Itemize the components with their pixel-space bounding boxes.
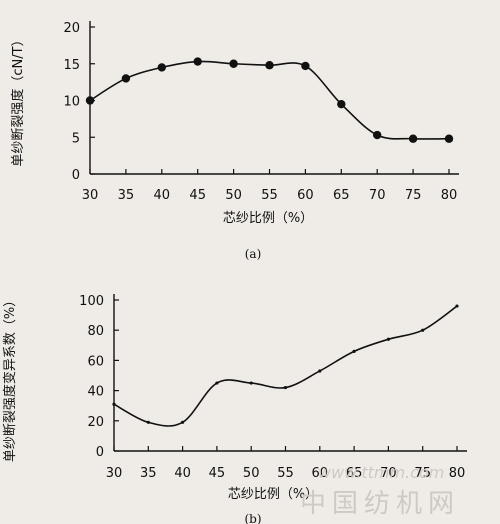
x-tick-label: 60 <box>297 188 314 203</box>
panel-label: (b) <box>244 512 261 524</box>
data-point <box>121 74 131 83</box>
y-tick-label: 20 <box>63 21 80 36</box>
data-point <box>181 420 185 424</box>
data-point <box>386 337 390 341</box>
data-point <box>283 385 288 390</box>
y-tick-label: 40 <box>87 385 104 400</box>
x-tick-label: 60 <box>312 466 329 481</box>
y-tick-label: 15 <box>63 58 80 73</box>
x-tick-label: 30 <box>82 188 99 203</box>
y-tick-label: 80 <box>87 324 104 339</box>
x-tick-label: 35 <box>140 466 157 481</box>
data-point <box>85 96 95 105</box>
y-tick-label: 5 <box>72 131 80 146</box>
data-point <box>373 130 382 140</box>
x-tick-label: 65 <box>333 188 350 203</box>
data-point <box>408 134 418 143</box>
watermark-site: 中国纺机网 <box>300 489 460 519</box>
data-point <box>301 61 310 71</box>
data-point <box>215 381 219 385</box>
x-tick-label: 40 <box>154 188 171 203</box>
y-tick-label: 10 <box>63 95 80 110</box>
chart-b: 0 20 40 60 80 100 30 35 40 45 50 55 60 65 70 75 80 芯纱比例（%… <box>2 294 467 524</box>
x-tick-label: 45 <box>209 466 226 481</box>
data-point <box>421 328 425 332</box>
x-tick-label: 80 <box>441 188 458 203</box>
x-axis-title: 芯纱比例（%） <box>223 211 313 226</box>
y-tick-label: 100 <box>79 294 104 309</box>
x-tick-label: 55 <box>261 188 278 203</box>
y-axis-title: 单纱断裂强度变异系数（%） <box>2 294 18 462</box>
x-tick-label: 70 <box>369 188 386 203</box>
y-tick-label: 20 <box>87 415 104 430</box>
watermark: www.ttmm.com 中国纺机网 <box>300 463 460 519</box>
x-tick-label: 55 <box>277 466 294 481</box>
data-point <box>318 369 322 373</box>
data-point <box>352 349 356 353</box>
x-tick-label: 80 <box>449 466 466 481</box>
data-point <box>444 134 454 143</box>
data-point <box>193 57 202 66</box>
chart-a: 0 5 10 15 20 30 35 40 45 50 55 60 65 70 75 80 芯纱比例（%） 单纱断… <box>10 21 459 261</box>
data-point <box>455 304 459 308</box>
data-point <box>157 63 166 72</box>
data-point <box>265 61 274 70</box>
data-point <box>146 420 150 424</box>
watermark-url: www.ttmm.com <box>318 463 444 482</box>
x-tick-label: 70 <box>380 466 397 481</box>
y-tick-label: 0 <box>72 168 80 183</box>
data-point <box>112 402 116 406</box>
x-tick-label: 45 <box>189 188 206 203</box>
data-point <box>337 99 346 109</box>
x-tick-label: 40 <box>174 466 191 481</box>
y-tick-label: 0 <box>96 445 104 460</box>
panel-label: (a) <box>245 247 262 261</box>
x-tick-label: 65 <box>346 466 363 481</box>
data-point <box>229 59 238 68</box>
y-tick-label: 60 <box>87 354 104 369</box>
data-point <box>249 381 253 385</box>
x-tick-label: 50 <box>243 466 260 481</box>
x-axis-title: 芯纱比例（%） <box>228 487 318 502</box>
x-tick-label: 75 <box>414 466 431 481</box>
x-tick-label: 75 <box>405 188 422 203</box>
x-tick-label: 35 <box>118 188 135 203</box>
y-axis-title: 单纱断裂强度（cN/T） <box>10 33 26 166</box>
x-tick-label: 30 <box>106 466 123 481</box>
x-tick-label: 50 <box>225 188 242 203</box>
